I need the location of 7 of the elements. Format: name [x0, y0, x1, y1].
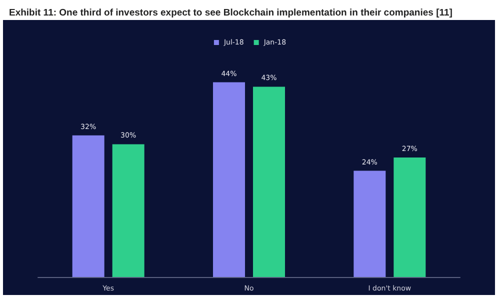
bar: [354, 170, 386, 277]
chart-title: Exhibit 11: One third of investors expect to see Blockchain implementation in their companies [11]: [9, 8, 452, 18]
bar: [213, 82, 245, 277]
bar: [112, 144, 144, 277]
bar: [72, 135, 104, 277]
bar: [394, 158, 426, 277]
bar: [253, 86, 285, 277]
